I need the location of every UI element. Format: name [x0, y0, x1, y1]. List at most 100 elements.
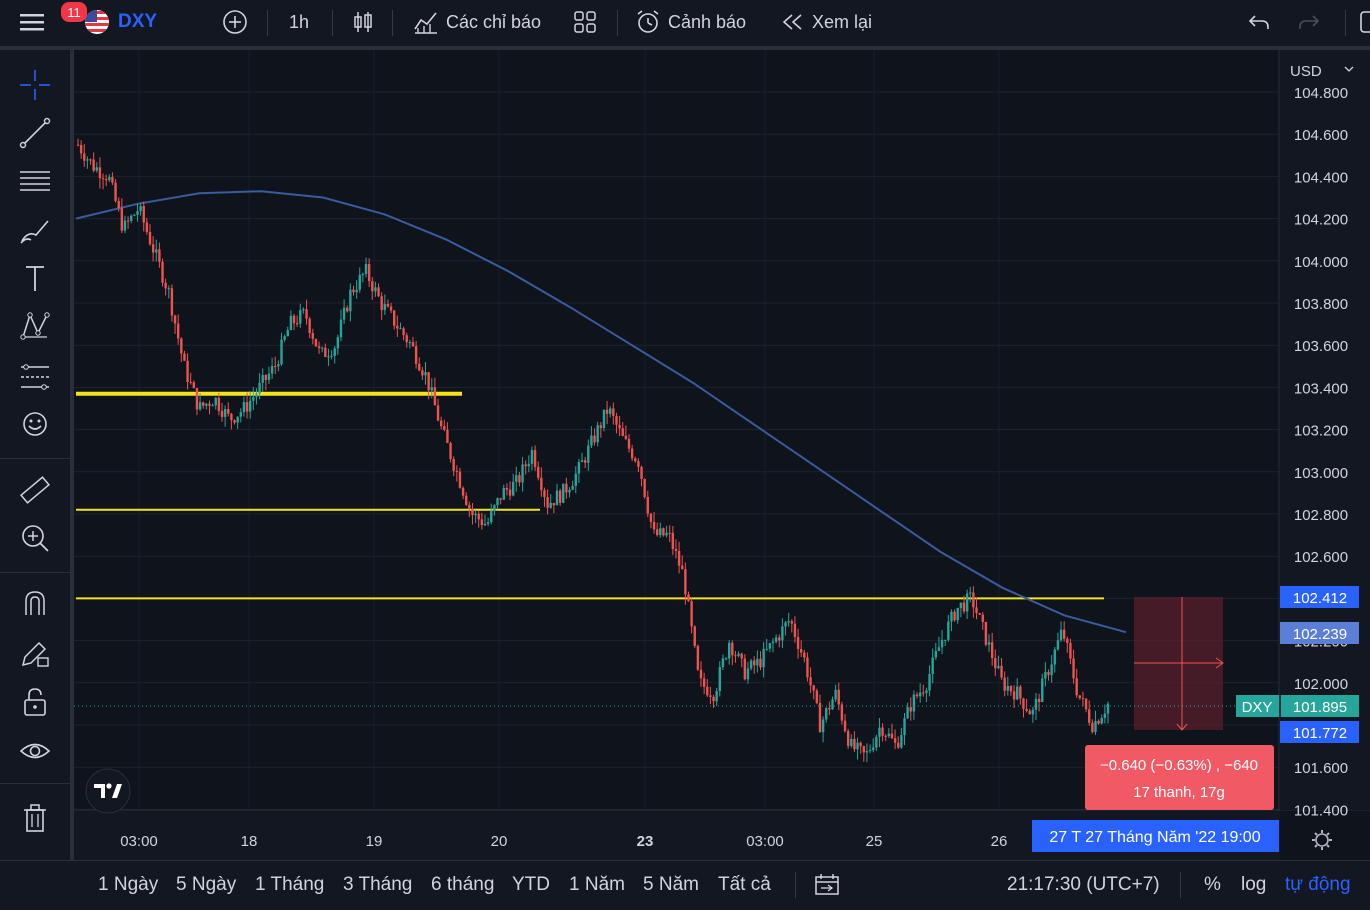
interval-button[interactable]: 1h	[289, 11, 310, 32]
chart-type-button[interactable]	[350, 0, 376, 44]
pattern-tool[interactable]	[17, 308, 53, 344]
layout-button[interactable]	[572, 0, 598, 44]
zoom-in-icon	[22, 525, 49, 552]
candle-body	[684, 569, 687, 595]
candle-body	[164, 282, 167, 289]
text-tool[interactable]	[17, 260, 53, 296]
candle-body	[324, 347, 327, 357]
candle-body	[643, 478, 646, 498]
range-button[interactable]: 5 Năm	[643, 874, 699, 895]
candle-body	[897, 742, 900, 748]
replay-button[interactable]: Xem lại	[780, 0, 872, 44]
compare-button[interactable]	[222, 0, 248, 44]
menu-button[interactable]: 11	[18, 0, 89, 44]
candle-body	[609, 408, 612, 414]
candle-body	[486, 522, 490, 524]
candle-body	[944, 639, 947, 641]
range-button[interactable]: Tất cả	[718, 874, 771, 895]
crosshair-tool[interactable]	[17, 67, 53, 103]
chevron-down-icon[interactable]	[1344, 66, 1354, 72]
candle-body	[474, 513, 477, 516]
undo-button[interactable]	[1246, 0, 1272, 44]
unlock-tool[interactable]	[17, 684, 53, 720]
candle-body	[1069, 642, 1072, 659]
range-button[interactable]: YTD	[512, 874, 550, 895]
candle-body	[292, 315, 296, 324]
auto-scale-toggle[interactable]: tự động	[1285, 874, 1351, 895]
range-button[interactable]: 5 Ngày	[176, 874, 237, 895]
magnet-tool[interactable]	[17, 586, 53, 622]
clock-display[interactable]: 21:17:30 (UTC+7)	[1007, 874, 1160, 895]
indicators-button[interactable]: Các chỉ báo	[412, 0, 541, 44]
price-tick-label: 103.200	[1294, 423, 1348, 440]
candle-body	[233, 420, 236, 423]
log-scale-toggle[interactable]: log	[1241, 874, 1267, 895]
currency-label[interactable]: USD	[1290, 63, 1322, 80]
candle-body	[583, 460, 587, 463]
alerts-button[interactable]: Cảnh báo	[634, 0, 746, 44]
candle-body	[361, 273, 365, 275]
trend-line-tool[interactable]	[17, 115, 53, 151]
candle-body	[699, 669, 703, 679]
settings-gear-icon[interactable]	[1312, 830, 1332, 850]
price-chart[interactable]: 104.800 104.600 104.400 104.200 104.000 103.8…	[74, 50, 1370, 860]
candle-body	[280, 339, 283, 365]
candle-body	[145, 222, 149, 232]
redo-button[interactable]	[1296, 0, 1322, 44]
price-tick-label: 104.800	[1294, 85, 1348, 102]
delete-tool[interactable]	[17, 800, 53, 836]
range-button[interactable]: 1 Năm	[569, 874, 625, 895]
zoom-tool[interactable]	[17, 520, 53, 556]
price-tick-label: 104.600	[1294, 127, 1348, 144]
candle-body	[1056, 640, 1060, 650]
upper-price-text: 102.412	[1293, 590, 1347, 607]
candle-body	[515, 475, 518, 482]
icons-tool[interactable]	[17, 406, 53, 442]
candle-body	[1094, 720, 1097, 733]
ruler-tool[interactable]	[17, 472, 53, 508]
candle-body	[502, 487, 505, 500]
candle-body	[1044, 671, 1047, 679]
candle-body	[543, 490, 546, 497]
candle-body	[255, 393, 258, 398]
date-range-button[interactable]	[814, 861, 840, 909]
forecast-icon	[21, 364, 49, 390]
prediction-tool[interactable]	[17, 358, 53, 394]
candle-body	[452, 459, 455, 471]
candle-body	[267, 373, 271, 380]
candle-body	[756, 658, 759, 666]
candle-body	[953, 611, 956, 621]
candle-body	[696, 645, 700, 670]
candle-body	[997, 665, 1000, 669]
horizontal-levels[interactable]	[76, 391, 1104, 600]
range-button[interactable]: 1 Tháng	[255, 874, 325, 895]
candle-body	[602, 409, 606, 429]
candle-body	[887, 733, 891, 737]
range-button[interactable]: 3 Tháng	[343, 874, 413, 895]
candle-body	[346, 307, 349, 312]
lock-drawings-tool[interactable]	[17, 635, 53, 671]
range-button[interactable]: 1 Ngày	[98, 874, 159, 895]
fib-tool[interactable]	[17, 163, 53, 199]
candle-body	[242, 402, 246, 413]
candle-body	[490, 510, 493, 523]
candle-body	[878, 727, 881, 737]
candle-body	[176, 323, 180, 339]
candle-body	[565, 483, 568, 493]
chart-area[interactable]: 104.800 104.600 104.400 104.200 104.000 103.8…	[74, 50, 1370, 860]
candle-body	[461, 487, 465, 496]
brush-tool[interactable]	[17, 212, 53, 248]
candle-body	[289, 315, 293, 331]
range-button[interactable]: 6 tháng	[431, 874, 495, 895]
symbol-search[interactable]: DXY	[84, 0, 157, 44]
fullscreen-button[interactable]	[1360, 0, 1370, 44]
candle-body	[151, 244, 155, 253]
candle-body	[677, 550, 681, 566]
candle-body	[433, 387, 437, 406]
candle-body	[771, 641, 775, 644]
tradingview-logo[interactable]	[85, 768, 131, 814]
candle-body	[364, 264, 368, 274]
hide-drawings-tool[interactable]	[17, 733, 53, 769]
price-tick-label: 103.800	[1294, 296, 1348, 313]
percent-scale-toggle[interactable]: %	[1204, 874, 1221, 895]
